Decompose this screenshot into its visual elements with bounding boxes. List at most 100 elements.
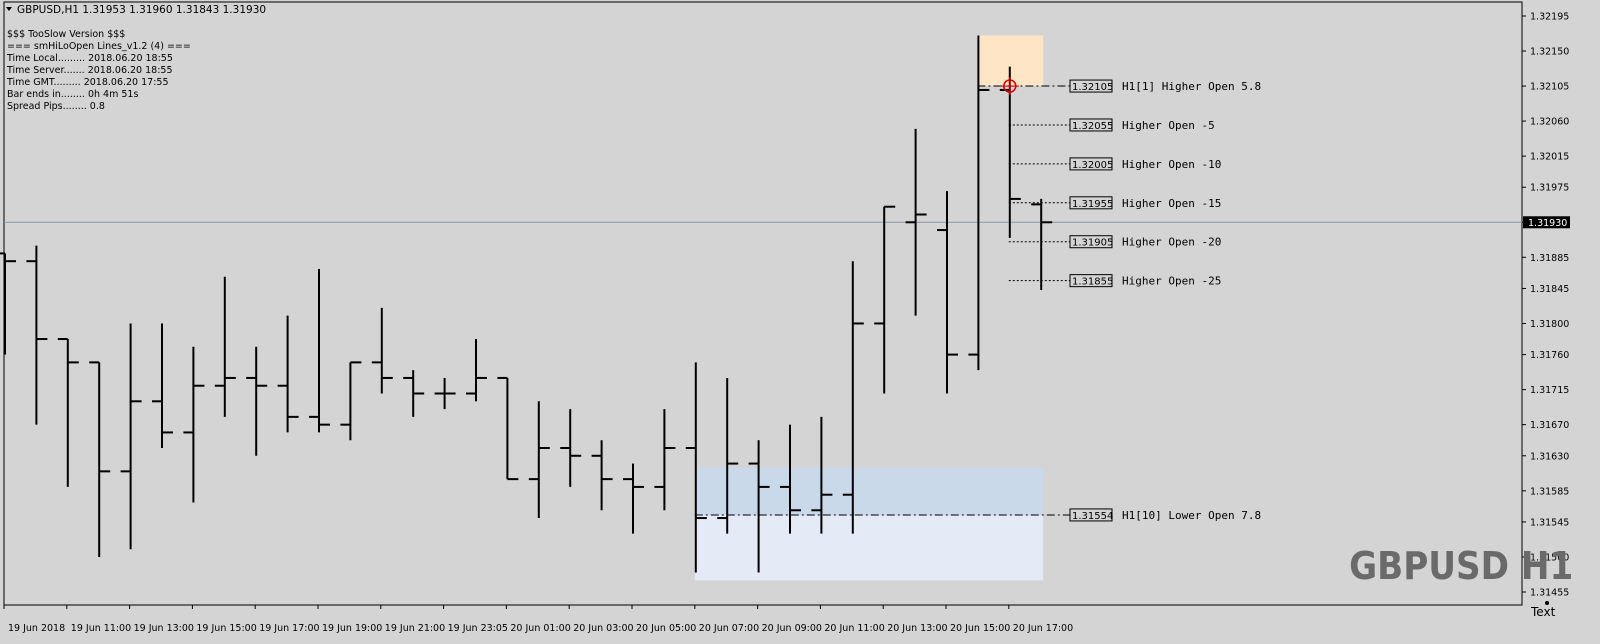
level-price-box <box>1069 196 1113 210</box>
time-tick-label: 20 Jun 17:00 <box>1013 623 1073 634</box>
ohlc-bar <box>277 315 299 433</box>
level-price-label: 1.32105 <box>1072 82 1113 93</box>
level-text: Higher Open -20 <box>1122 236 1221 249</box>
time-tick-label: 19 Jun 15:00 <box>196 623 256 634</box>
level-price-box <box>1069 157 1113 171</box>
level-price-label: 1.31554 <box>1072 511 1113 522</box>
ohlc-bar <box>685 362 707 573</box>
price-tick-label: 1.31585 <box>1530 486 1569 497</box>
ohlc-bar <box>937 191 958 394</box>
ohlc-bar <box>120 323 142 550</box>
ohlc-bar <box>214 276 236 417</box>
time-tick-label: 20 Jun 05:00 <box>636 623 696 634</box>
info-line: Bar ends in........ 0h 4m 51s <box>7 89 138 100</box>
ohlc-bar <box>497 376 519 481</box>
price-tick-label: 1.31845 <box>1530 284 1569 295</box>
price-tick-label: 1.31545 <box>1530 517 1569 528</box>
level-price-label: 1.32055 <box>1072 121 1113 132</box>
level-price-box <box>1069 79 1113 93</box>
level-text: Higher Open -10 <box>1122 158 1221 171</box>
level-price-label: 1.31855 <box>1072 277 1113 288</box>
time-tick-label: 20 Jun 11:00 <box>824 623 884 634</box>
info-line: $$$ TooSlow Version $$$ <box>7 29 125 40</box>
ohlc-bar <box>340 361 362 441</box>
info-line: Time GMT......... 2018.06.20 17:55 <box>6 77 169 88</box>
price-zone <box>694 467 1044 515</box>
text-object-label[interactable]: Text <box>1530 605 1556 619</box>
level-text: Higher Open -25 <box>1122 275 1221 288</box>
ohlc-bar <box>905 128 927 316</box>
level-price-label: 1.32005 <box>1072 160 1113 171</box>
ohlc-bar <box>623 463 644 534</box>
ohlc-bar <box>717 377 739 534</box>
price-tick-label: 1.31715 <box>1530 385 1569 396</box>
ohlc-bar <box>874 205 896 394</box>
text-object-anchor[interactable] <box>1545 601 1549 605</box>
ohlc-bar <box>560 409 582 487</box>
level-price-label: 1.31905 <box>1072 238 1113 249</box>
chart-title: GBPUSD,H1 1.31953 1.31960 1.31843 1.3193… <box>17 4 266 16</box>
time-tick-label: 19 Jun 13:00 <box>134 623 194 634</box>
ohlc-bar <box>968 35 990 371</box>
price-tick-label: 1.32195 <box>1530 12 1569 23</box>
price-tick-label: 1.31670 <box>1530 420 1569 431</box>
price-tick-label: 1.31975 <box>1530 183 1569 194</box>
ohlc-bar <box>403 370 425 417</box>
ohlc-bar <box>434 377 456 410</box>
ohlc-bar <box>89 361 111 557</box>
time-tick-label: 19 Jun 2018 <box>8 623 65 634</box>
level-text: Higher Open -5 <box>1122 119 1215 132</box>
ohlc-bar <box>528 401 550 519</box>
ohlc-bar <box>654 409 676 511</box>
ohlc-bar <box>1031 198 1053 290</box>
price-zone <box>694 514 1044 581</box>
level-price-box <box>1069 118 1113 132</box>
price-tick-label: 1.31500 <box>1530 552 1569 563</box>
info-line: Time Server....... 2018.06.20 18:55 <box>6 65 173 76</box>
level-price-label: 1.31955 <box>1072 199 1113 210</box>
level-text: Higher Open -15 <box>1122 197 1221 210</box>
time-tick-label: 19 Jun 11:00 <box>71 623 131 634</box>
level-text: H1[1] Higher Open 5.8 <box>1122 80 1261 93</box>
price-tick-label: 1.31630 <box>1530 451 1569 462</box>
level-text: H1[10] Lower Open 7.8 <box>1122 509 1261 522</box>
ohlc-bar <box>842 261 864 534</box>
time-tick-label: 19 Jun 19:00 <box>322 623 382 634</box>
ohlc-bar <box>780 424 801 534</box>
chart-menu-triangle-icon[interactable] <box>6 7 12 11</box>
price-tick-label: 1.32015 <box>1530 152 1569 163</box>
current-price-badge <box>1523 216 1570 229</box>
ohlc-bar <box>26 245 48 425</box>
ohlc-bar <box>183 346 205 503</box>
time-tick-label: 19 Jun 17:00 <box>259 623 319 634</box>
price-tick-label: 1.31800 <box>1530 319 1569 330</box>
price-tick-label: 1.32150 <box>1530 47 1569 58</box>
ohlc-bar <box>371 307 393 394</box>
ohlc-bar <box>152 323 173 448</box>
time-tick-label: 20 Jun 13:00 <box>887 623 947 634</box>
time-tick-label: 19 Jun 21:00 <box>385 623 445 634</box>
ohlc-bar <box>748 440 770 573</box>
level-price-box <box>1069 235 1113 249</box>
symbol-watermark: GBPUSD H1 <box>1349 543 1573 588</box>
ohlc-bar <box>811 416 833 534</box>
time-tick-label: 20 Jun 01:00 <box>510 623 570 634</box>
price-tick-label: 1.31885 <box>1530 253 1569 264</box>
level-price-box <box>1069 508 1113 522</box>
ohlc-bar <box>57 338 79 487</box>
time-tick-label: 19 Jun 23:05 <box>448 623 508 634</box>
price-tick-label: 1.31760 <box>1530 350 1569 361</box>
info-line: Time Local......... 2018.06.20 18:55 <box>6 53 173 64</box>
ohlc-bar <box>246 346 268 456</box>
ohlc-bar <box>591 440 613 511</box>
ohlc-bar <box>309 268 330 433</box>
current-price-badge-label: 1.31930 <box>1528 218 1567 229</box>
ohlc-bar <box>0 252 16 355</box>
time-tick-label: 20 Jun 09:00 <box>762 623 822 634</box>
time-tick-label: 20 Jun 03:00 <box>573 623 633 634</box>
time-tick-label: 20 Jun 07:00 <box>699 623 759 634</box>
info-line: Spread Pips........ 0.8 <box>7 101 105 112</box>
price-tick-label: 1.32060 <box>1530 117 1569 128</box>
price-tick-label: 1.31455 <box>1530 588 1569 599</box>
